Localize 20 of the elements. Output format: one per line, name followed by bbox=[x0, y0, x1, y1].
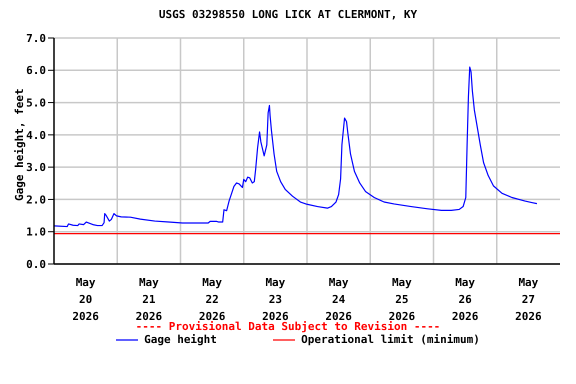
x-tick-label: May 23 2026 bbox=[262, 276, 289, 323]
x-tick-label: May 24 2026 bbox=[325, 276, 352, 323]
x-tick-label: May 21 2026 bbox=[136, 276, 162, 323]
line-series bbox=[54, 66, 538, 228]
text: ---- Provisional Data Subject to Revision ---- bbox=[136, 320, 440, 333]
x-tick-label: May 26 2026 bbox=[452, 276, 479, 323]
y-tick-label: 6.0 bbox=[26, 64, 46, 78]
x-tick-label: May 27 2026 bbox=[515, 276, 542, 323]
y-tick-label: 3.0 bbox=[26, 161, 46, 174]
legend-label: Gage height bbox=[143, 333, 217, 346]
y-axis-title: Gage height, feet bbox=[12, 88, 26, 201]
chart-title: USGS 03298550 LONG LICK AT CLERMONT, KY bbox=[158, 8, 418, 23]
y-tick-label: 4.0 bbox=[26, 128, 46, 142]
x-tick-label: May 20 2026 bbox=[72, 276, 100, 323]
y-tick-label: 0.0 bbox=[26, 258, 46, 271]
y-tick-label: 5.0 bbox=[26, 96, 46, 110]
y-tick-label: 1.0 bbox=[26, 226, 46, 239]
y-tick-label: 7.0 bbox=[26, 32, 46, 45]
y-tick-label: 2.0 bbox=[26, 193, 46, 206]
legend-label: Operational limit (minimum) bbox=[300, 333, 480, 346]
